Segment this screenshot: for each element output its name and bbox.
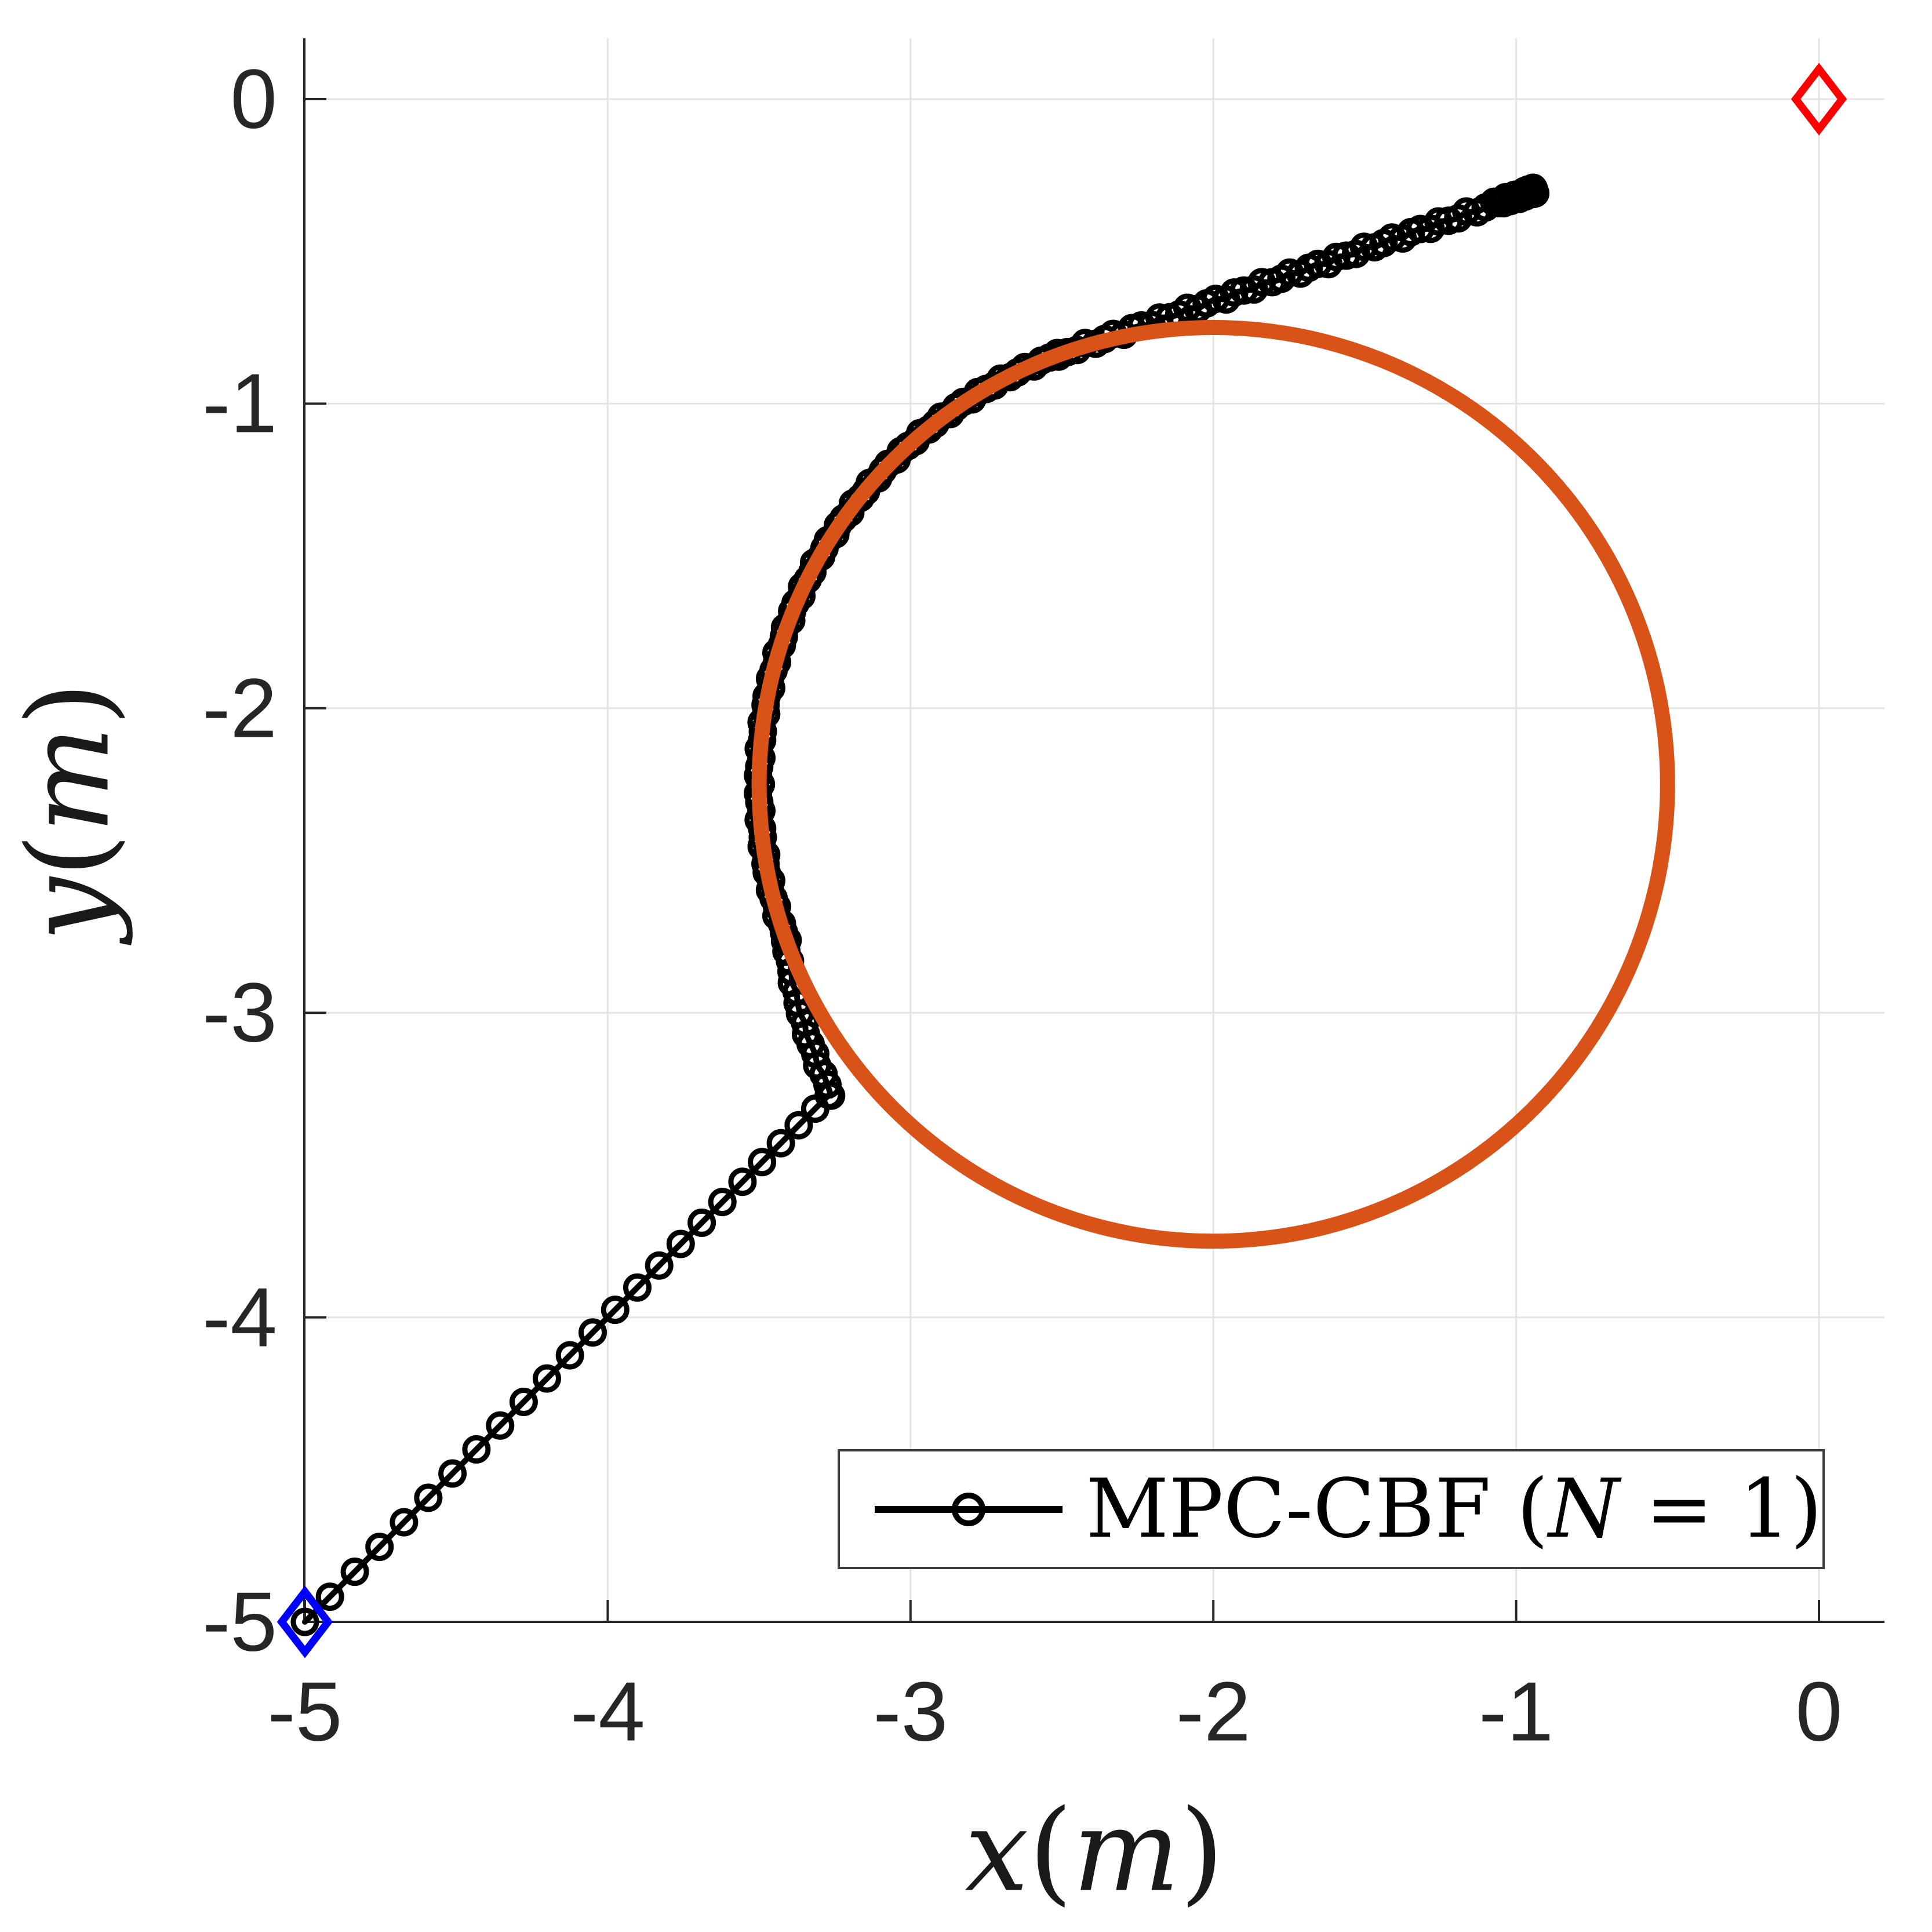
trajectory-marker <box>601 1296 630 1325</box>
trajectory-marker <box>509 1388 538 1416</box>
trajectory-marker <box>1349 232 1378 261</box>
trajectory-marker <box>708 1188 737 1217</box>
obstacle-circle <box>751 320 1675 1249</box>
legend-label-suffix: = 1) <box>1619 1462 1822 1556</box>
trajectory-marker <box>1322 242 1351 271</box>
trajectory-marker <box>1452 197 1481 226</box>
trajectory-marker <box>315 1582 344 1611</box>
y-tick-label-0: 0 <box>230 52 277 146</box>
trajectory-marker <box>1173 293 1202 322</box>
y-axis-label: y(m) <box>3 682 134 941</box>
trajectory-marker <box>623 1273 652 1302</box>
trajectory-marker <box>438 1459 467 1488</box>
trajectory-marker <box>1424 207 1453 236</box>
y-axis-label-open-paren: ( <box>2 833 134 878</box>
trajectory-marker <box>390 1508 419 1537</box>
trajectory-marker <box>784 1111 813 1140</box>
x-tick-label-5: 0 <box>1795 1664 1843 1759</box>
legend-entry-label: MPC-CBF (N = 1) <box>1086 1462 1822 1556</box>
x-axis-label-open-paren: ( <box>1028 1785 1073 1917</box>
goal-diamond-marker <box>1791 63 1847 136</box>
x-axis-label: x(m) <box>965 1795 1224 1908</box>
trajectory-marker <box>645 1251 674 1280</box>
trajectory-marker <box>340 1558 369 1586</box>
trajectory-marker <box>578 1318 607 1347</box>
legend-label-prefix: MPC-CBF ( <box>1086 1462 1549 1556</box>
y-tick-label-3: -3 <box>202 965 277 1060</box>
trajectory-marker <box>766 1129 795 1158</box>
trajectory-marker <box>555 1341 584 1370</box>
x-tick-label-4: -1 <box>1479 1664 1554 1759</box>
trajectory-marker <box>486 1411 515 1440</box>
trajectory-marker <box>365 1533 394 1562</box>
legend-box: MPC-CBF (N = 1) <box>838 1449 1825 1569</box>
x-tick-label-1: -4 <box>570 1664 645 1759</box>
legend-sample-svg <box>875 1492 1063 1526</box>
trajectory-marker <box>687 1208 716 1237</box>
trajectory-marker <box>748 1148 777 1177</box>
y-tick-label-5: -5 <box>202 1574 277 1669</box>
x-tick-label-2: -3 <box>873 1664 948 1759</box>
y-tick-label-1: -1 <box>202 356 277 450</box>
x-axis-label-unit: m <box>1072 1785 1180 1917</box>
trajectory-marker <box>290 1607 319 1636</box>
y-tick-label-4: -4 <box>202 1270 277 1365</box>
legend-label-variable: N <box>1548 1462 1620 1556</box>
trajectory-marker <box>1521 179 1550 208</box>
start-diamond-marker <box>276 1585 333 1658</box>
y-axis-label-close-paren: ) <box>2 682 134 726</box>
y-axis-label-unit: m <box>2 726 134 834</box>
trajectory-marker <box>1275 258 1304 287</box>
x-axis-label-close-paren: ) <box>1180 1785 1224 1917</box>
trajectory-marker <box>728 1167 757 1196</box>
y-tick-label-2: -2 <box>202 661 277 755</box>
trajectory-marker <box>462 1435 491 1464</box>
trajectory-marker <box>533 1364 561 1393</box>
x-tick-label-3: -2 <box>1176 1664 1251 1759</box>
y-axis-label-variable: y <box>2 877 134 941</box>
x-tick-label-0: -5 <box>267 1664 343 1759</box>
x-axis-label-variable: x <box>965 1785 1029 1917</box>
trajectory-marker <box>414 1483 443 1512</box>
trajectory-marker <box>666 1229 695 1258</box>
legend-circle-marker-icon <box>952 1492 985 1526</box>
trajectory-marker <box>1247 268 1276 297</box>
